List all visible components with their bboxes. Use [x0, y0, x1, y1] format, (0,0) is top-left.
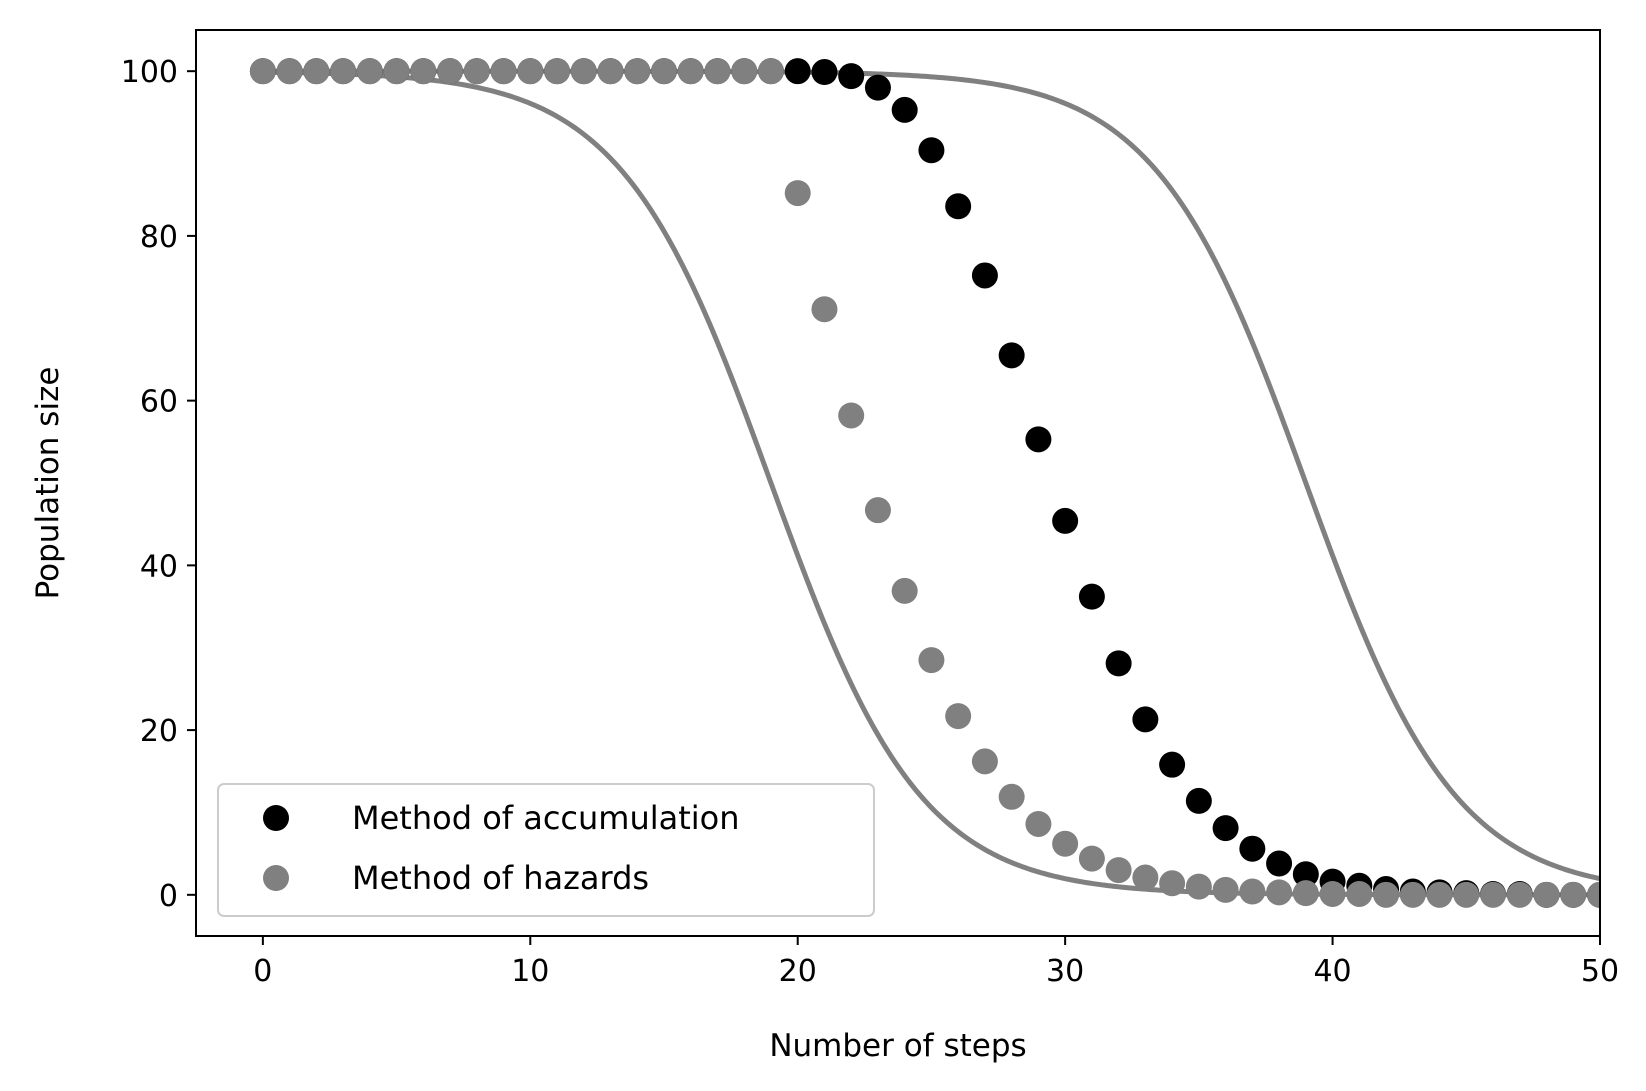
data-point-accumulation: [1105, 650, 1132, 677]
data-point-hazards: [1105, 857, 1132, 884]
data-point-accumulation: [811, 59, 838, 86]
data-point-hazards: [303, 58, 330, 85]
data-point-hazards: [410, 58, 437, 85]
data-point-accumulation: [1212, 815, 1239, 842]
x-tick-label: 20: [779, 954, 817, 989]
data-point-hazards: [784, 180, 811, 207]
data-point-accumulation: [998, 342, 1025, 369]
data-point-accumulation: [945, 193, 972, 220]
data-point-hazards: [437, 58, 464, 85]
data-point-hazards: [918, 647, 945, 674]
y-axis: 0 20 40 60 80 100: [121, 55, 196, 914]
y-tick-label: 20: [140, 714, 178, 749]
data-point-hazards: [704, 58, 731, 85]
data-point-accumulation: [1132, 706, 1159, 733]
data-point-hazards: [1185, 873, 1212, 900]
data-point-hazards: [1132, 864, 1159, 891]
y-tick-label: 60: [140, 385, 178, 420]
data-point-accumulation: [1052, 507, 1079, 534]
data-point-hazards: [1319, 880, 1346, 907]
data-point-hazards: [1078, 845, 1105, 872]
data-point-hazards: [330, 58, 357, 85]
data-point-accumulation: [1025, 426, 1052, 453]
legend-label-hazards: Method of hazards: [352, 859, 649, 897]
data-point-hazards: [597, 58, 624, 85]
data-point-hazards: [838, 402, 865, 429]
data-point-accumulation: [891, 96, 918, 123]
data-point-hazards: [1292, 880, 1319, 907]
data-point-accumulation: [838, 63, 865, 90]
legend-box: [217, 783, 875, 917]
data-point-hazards: [356, 58, 383, 85]
data-point-hazards: [1239, 878, 1266, 905]
x-tick-label: 30: [1046, 954, 1084, 989]
data-point-hazards: [544, 58, 571, 85]
data-point-hazards: [1373, 881, 1400, 908]
data-point-hazards: [945, 703, 972, 730]
data-point-hazards: [677, 58, 704, 85]
data-point-hazards: [570, 58, 597, 85]
data-point-hazards: [1266, 879, 1293, 906]
data-point-hazards: [1399, 881, 1426, 908]
data-point-accumulation: [1159, 751, 1186, 778]
data-point-hazards: [1212, 876, 1239, 903]
data-point-accumulation: [1078, 583, 1105, 610]
data-point-accumulation: [864, 74, 891, 101]
y-tick-label: 80: [140, 220, 178, 255]
data-point-hazards: [1533, 881, 1560, 908]
data-point-hazards: [651, 58, 677, 85]
legend-marker-hazards: [263, 865, 289, 891]
data-point-hazards: [757, 58, 784, 85]
data-point-hazards: [1453, 881, 1480, 908]
data-point-hazards: [1025, 810, 1052, 837]
data-point-hazards: [971, 748, 998, 775]
legend: Method of accumulation Method of hazards: [217, 783, 875, 917]
y-tick-label: 100: [121, 55, 178, 90]
data-point-hazards: [249, 58, 276, 85]
x-tick-label: 40: [1313, 954, 1351, 989]
data-point-hazards: [383, 58, 410, 85]
data-point-hazards: [1480, 881, 1507, 908]
x-tick-label: 10: [511, 954, 549, 989]
data-point-accumulation: [1239, 835, 1266, 862]
data-point-hazards: [864, 497, 891, 524]
data-point-accumulation: [918, 137, 945, 164]
data-point-hazards: [1426, 881, 1453, 908]
data-point-accumulation: [784, 58, 811, 85]
plot-frame: [195, 29, 1601, 937]
y-tick-label: 0: [159, 879, 178, 914]
data-point-hazards: [624, 58, 651, 85]
x-tick-label: 50: [1581, 954, 1619, 989]
data-point-hazards: [1159, 870, 1186, 897]
legend-marker-accumulation: [263, 805, 289, 831]
x-axis: 0 10 20 30 40 50: [253, 936, 1619, 989]
data-point-hazards: [1506, 881, 1533, 908]
x-tick-label: 0: [253, 954, 272, 989]
data-point-hazards: [517, 58, 544, 85]
data-points: [249, 58, 1600, 908]
data-point-hazards: [463, 58, 490, 85]
data-point-accumulation: [1292, 861, 1319, 888]
data-point-hazards: [1346, 880, 1373, 907]
data-point-hazards: [1052, 830, 1079, 857]
y-axis-label: Population size: [30, 367, 66, 600]
data-point-hazards: [811, 296, 838, 323]
data-point-hazards: [731, 58, 758, 85]
data-point-hazards: [1587, 881, 1600, 908]
legend-label-accumulation: Method of accumulation: [352, 799, 740, 837]
y-tick-label: 40: [140, 549, 178, 584]
data-point-hazards: [276, 58, 303, 85]
data-point-hazards: [490, 58, 517, 85]
data-point-hazards: [891, 577, 918, 604]
data-point-accumulation: [1266, 850, 1293, 877]
data-point-hazards: [1560, 881, 1587, 908]
data-point-accumulation: [1185, 787, 1212, 814]
x-axis-label: Number of steps: [769, 1028, 1026, 1064]
data-point-accumulation: [971, 262, 998, 289]
data-point-hazards: [998, 783, 1025, 810]
